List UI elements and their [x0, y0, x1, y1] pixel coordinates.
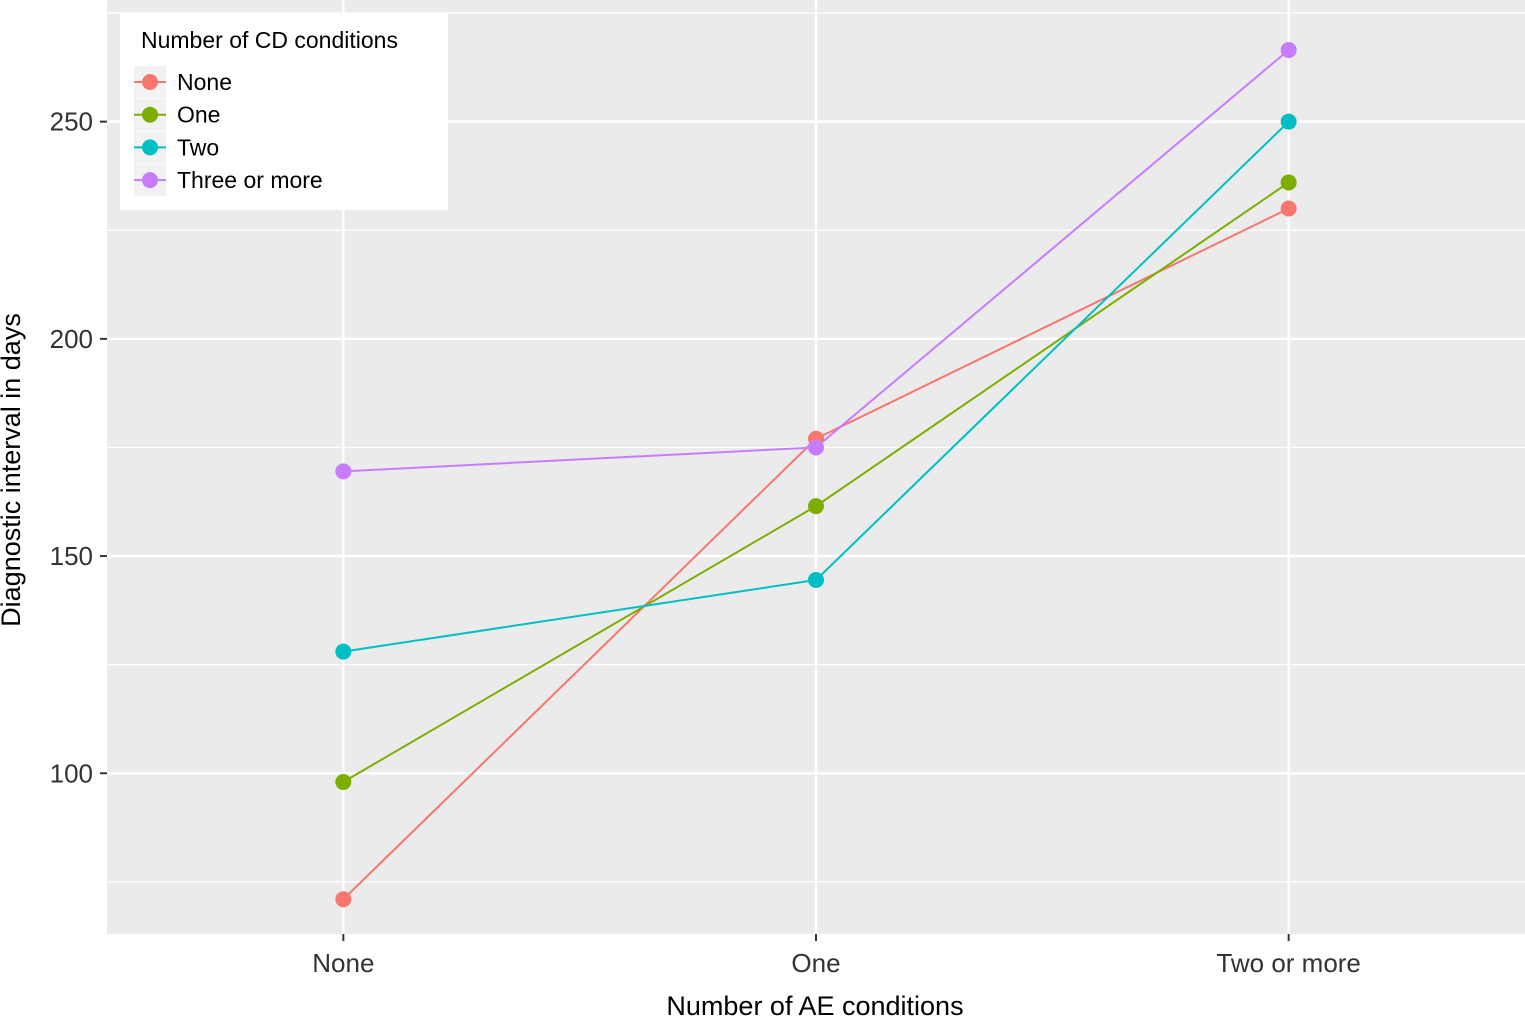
- legend-label: One: [177, 102, 220, 128]
- legend-label: Two: [177, 134, 219, 160]
- data-point-one: [335, 773, 352, 790]
- x-tick-label: One: [791, 948, 840, 978]
- data-point-three-or-more: [808, 439, 824, 456]
- y-axis: 100 150 200 250: [50, 107, 107, 788]
- data-point-three-or-more: [335, 463, 352, 480]
- legend-item-one: One: [134, 98, 220, 131]
- data-point-two: [1280, 113, 1297, 130]
- legend-background: [120, 13, 448, 210]
- y-axis-title: Diagnostic interval in days: [0, 313, 26, 627]
- legend-item-two: Two: [134, 131, 219, 164]
- series-points: [335, 41, 1297, 908]
- legend: Number of CD conditions None One Two Three …: [120, 13, 448, 210]
- legend-item-none: None: [134, 66, 232, 98]
- x-axis-title: Number of AE conditions: [666, 991, 963, 1017]
- legend-label: Three or more: [177, 167, 323, 193]
- y-tick-label: 250: [50, 107, 93, 137]
- data-point-two: [335, 643, 352, 660]
- legend-title: Number of CD conditions: [141, 27, 398, 53]
- y-tick-label: 200: [50, 324, 93, 354]
- data-point-two: [808, 571, 824, 588]
- x-axis: None One Two or more: [312, 934, 1361, 978]
- data-point-three-or-more: [1280, 41, 1297, 58]
- legend-marker: [142, 74, 158, 90]
- data-point-none: [335, 891, 352, 908]
- data-point-none: [1280, 200, 1297, 217]
- legend-label: None: [177, 69, 232, 95]
- legend-items: None One Two Three or more: [134, 66, 323, 197]
- legend-marker: [142, 106, 158, 123]
- y-tick-label: 100: [50, 758, 93, 788]
- x-tick-label: Two or more: [1216, 948, 1361, 978]
- data-point-one: [808, 498, 824, 515]
- y-tick-label: 150: [50, 541, 93, 571]
- legend-marker: [142, 139, 158, 156]
- x-tick-label: None: [312, 948, 374, 978]
- legend-item-three-or-more: Three or more: [134, 164, 323, 197]
- legend-marker: [142, 172, 158, 189]
- data-point-one: [1280, 174, 1297, 191]
